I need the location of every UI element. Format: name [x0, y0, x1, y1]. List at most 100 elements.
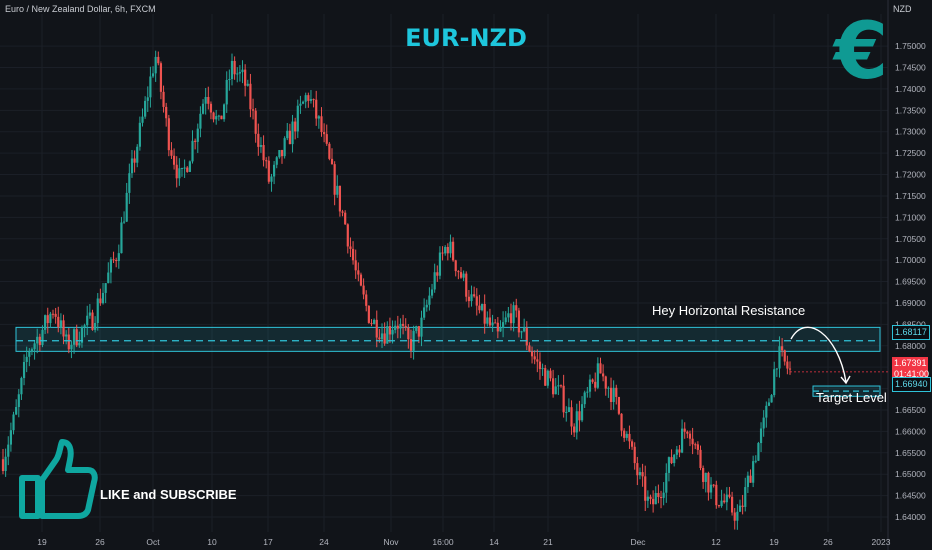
candle-body	[17, 394, 20, 408]
candle-body	[449, 241, 452, 254]
candle-body	[1, 459, 5, 471]
candle-body	[620, 413, 623, 431]
candle-body	[296, 105, 299, 132]
candle-body	[733, 512, 736, 521]
candle-body	[638, 472, 642, 476]
candle-body	[770, 395, 773, 403]
candle-body	[383, 333, 386, 344]
candle-body	[670, 457, 673, 464]
candle-body	[565, 412, 568, 414]
candle-body	[257, 133, 260, 147]
candle-body	[307, 95, 310, 101]
candle-body	[615, 387, 618, 397]
y-tick-label: 1.66000	[895, 426, 926, 436]
candle-body	[54, 313, 57, 317]
candle-body	[694, 444, 697, 446]
candle-body	[499, 327, 502, 332]
candle-body	[228, 79, 231, 81]
countdown-value: 01:41:00	[894, 369, 930, 379]
candle-body	[304, 95, 307, 102]
candle-body	[441, 252, 444, 254]
candle-body	[162, 91, 165, 107]
y-tick-label: 1.70000	[895, 255, 926, 265]
candle-body	[391, 329, 394, 335]
candle-body	[746, 475, 749, 488]
level-lines	[16, 340, 888, 392]
candle-body	[541, 368, 544, 370]
candle-body	[525, 328, 528, 346]
time-axis: 19 26 Oct 10 17 24 Nov 16:00 14 21 Dec 12 19 26 2023	[37, 537, 890, 547]
candle-body	[109, 259, 113, 273]
candle-body	[351, 248, 355, 261]
candle-body	[702, 468, 705, 482]
chart-grid	[0, 0, 889, 550]
candle-body	[41, 329, 44, 345]
candle-body	[559, 385, 563, 387]
candle-body	[338, 185, 342, 212]
candle-body	[678, 449, 681, 453]
candle-body	[570, 407, 573, 427]
candle-body	[291, 121, 294, 145]
candle-body	[170, 150, 173, 156]
candle-body	[444, 246, 447, 254]
candle-body	[641, 472, 644, 477]
candle-body	[759, 428, 763, 444]
candle-body	[91, 312, 94, 330]
candle-body	[222, 104, 226, 120]
candle-body	[775, 368, 778, 370]
candle-body	[730, 496, 734, 513]
y-tick-label: 1.68500	[895, 319, 926, 329]
candle-body	[741, 505, 744, 507]
candle-body	[49, 313, 52, 324]
y-tick-label: 1.74500	[895, 63, 926, 73]
candle-body	[630, 441, 634, 447]
current-price-value: 1.67391	[894, 358, 927, 368]
chart-title: EUR-NZD	[405, 24, 527, 52]
candle-body	[267, 160, 270, 182]
candle-body	[72, 329, 76, 345]
candle-body	[536, 359, 539, 362]
candle-body	[396, 325, 399, 329]
candle-body	[120, 222, 123, 254]
candle-body	[623, 430, 626, 438]
candle-body	[188, 161, 191, 172]
candle-body	[486, 317, 489, 324]
candle-body	[654, 493, 657, 505]
candle-body	[552, 378, 555, 395]
candle-body	[533, 356, 536, 360]
candle-body	[491, 322, 494, 326]
candle-body	[251, 109, 255, 111]
candle-body	[204, 96, 207, 104]
projection-arrowhead	[840, 375, 851, 385]
candle-body	[507, 313, 510, 318]
candle-body	[509, 313, 513, 324]
candle-body	[736, 511, 739, 521]
candle-body	[141, 116, 144, 123]
y-tick-label: 1.69500	[895, 277, 926, 287]
candle-body	[115, 260, 118, 262]
candle-body	[254, 110, 257, 134]
thumbs-up-icon[interactable]	[18, 436, 98, 522]
candle-body	[594, 381, 597, 388]
candle-body	[259, 145, 263, 147]
candle-body	[7, 444, 10, 457]
like-subscribe-cta[interactable]: LIKE and SUBSCRIBE	[100, 487, 237, 502]
candle-body	[636, 463, 639, 476]
candle-body	[788, 368, 792, 370]
candle-body	[602, 373, 605, 377]
x-tick-label: 2023	[872, 537, 891, 547]
candle-body	[462, 273, 465, 278]
candle-body	[275, 157, 278, 165]
candle-body	[604, 376, 607, 389]
candle-body	[265, 160, 268, 162]
candle-body	[715, 484, 718, 506]
candle-body	[65, 334, 68, 337]
candle-body	[178, 168, 181, 179]
candle-body	[117, 253, 120, 261]
candle-body	[28, 351, 31, 357]
candle-body	[22, 362, 26, 379]
candle-body	[625, 433, 628, 438]
candle-body	[428, 295, 431, 305]
candle-body	[362, 285, 365, 295]
candle-body	[125, 192, 128, 222]
